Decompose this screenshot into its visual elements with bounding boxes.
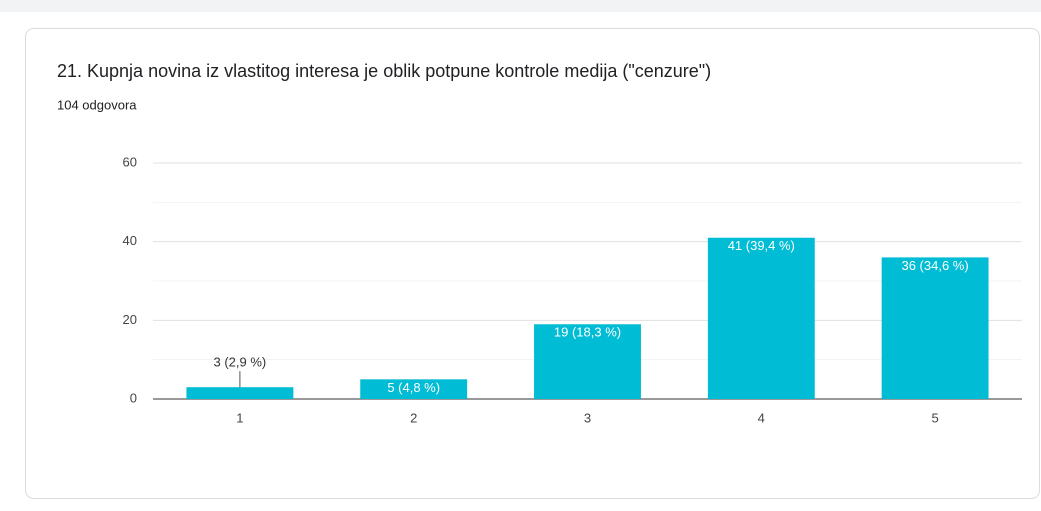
subtitle: 104 odgovora bbox=[57, 97, 137, 112]
x-tick-label: 4 bbox=[758, 410, 765, 425]
data-label: 3 (2,9 %) bbox=[214, 355, 267, 370]
data-label: 41 (39,4 %) bbox=[728, 238, 795, 253]
data-label: 5 (4,8 %) bbox=[387, 380, 440, 395]
x-tick-label: 1 bbox=[236, 410, 243, 425]
bar bbox=[186, 387, 294, 399]
y-tick-label: 20 bbox=[123, 312, 137, 327]
x-tick-label: 2 bbox=[410, 410, 417, 425]
top-strip bbox=[0, 0, 1041, 12]
bar bbox=[707, 237, 815, 399]
x-tick-label: 5 bbox=[931, 410, 938, 425]
y-tick-label: 40 bbox=[123, 233, 137, 248]
y-tick-label: 0 bbox=[130, 390, 137, 405]
bar bbox=[360, 379, 468, 399]
x-tick-label: 3 bbox=[584, 410, 591, 425]
bar bbox=[881, 257, 989, 399]
bar bbox=[534, 324, 641, 399]
data-label: 36 (34,6 %) bbox=[901, 258, 968, 273]
data-label: 19 (18,3 %) bbox=[554, 325, 621, 340]
y-tick-label: 60 bbox=[123, 154, 137, 169]
chart-title: 21. Kupnja novina iz vlastitog interesa … bbox=[57, 61, 711, 81]
